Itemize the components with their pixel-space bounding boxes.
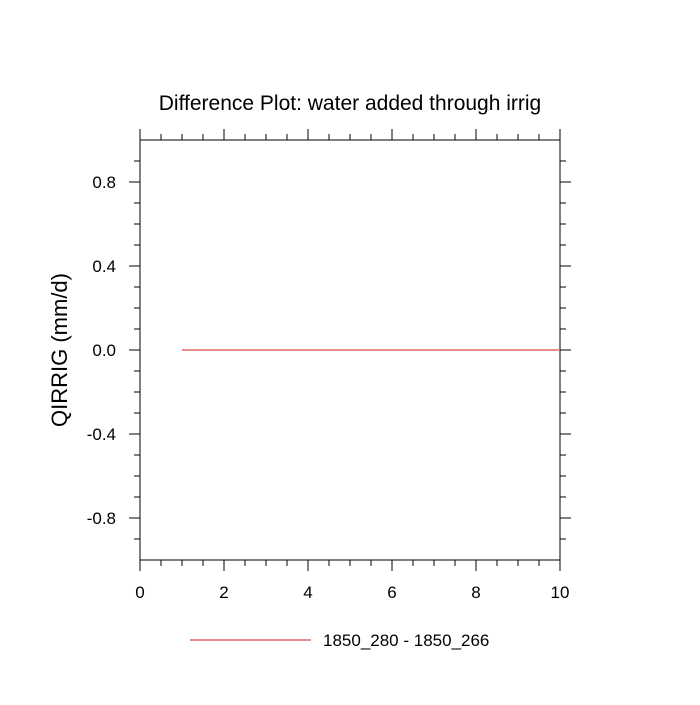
legend-label: 1850_280 - 1850_266 bbox=[323, 631, 489, 650]
y-tick-label: -0.4 bbox=[87, 425, 116, 444]
y-tick-label: 0.4 bbox=[92, 257, 116, 276]
y-tick-label: -0.8 bbox=[87, 509, 116, 528]
plot-area: 0 2 4 6 8 10 0.8 0.4 0.0 -0.4 -0.8 bbox=[87, 129, 571, 602]
x-tick-label: 6 bbox=[387, 583, 396, 602]
y-tick-label: 0.0 bbox=[92, 341, 116, 360]
y-tick-label: 0.8 bbox=[92, 173, 116, 192]
x-tick-label: 8 bbox=[471, 583, 480, 602]
chart-title: Difference Plot: water added through irr… bbox=[159, 92, 542, 115]
x-tick-label: 10 bbox=[551, 583, 570, 602]
x-tick-label: 2 bbox=[219, 583, 228, 602]
y-axis-label: QIRRIG (mm/d) bbox=[47, 273, 72, 427]
legend: 1850_280 - 1850_266 bbox=[190, 631, 489, 650]
x-tick-label: 4 bbox=[303, 583, 312, 602]
x-tick-label: 0 bbox=[135, 583, 144, 602]
